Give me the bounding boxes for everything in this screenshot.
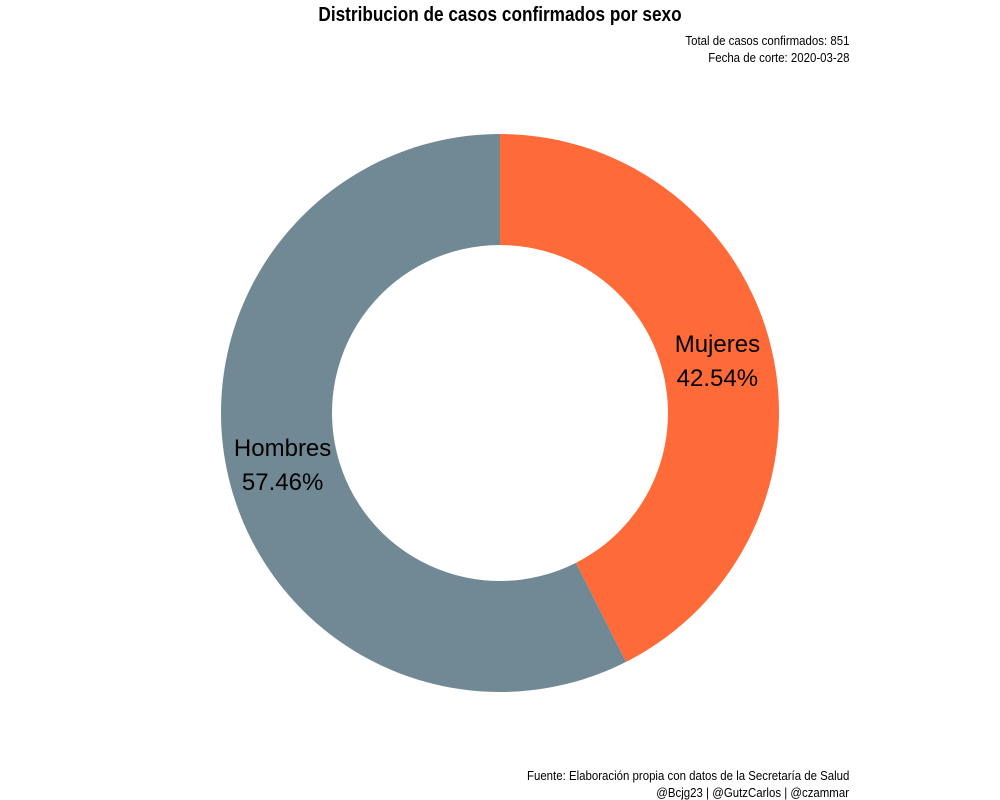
- slice-label-mujeres: Mujeres: [675, 331, 760, 358]
- slice-mujeres: [500, 134, 779, 662]
- slice-value-hombres: 57.46%: [242, 469, 323, 496]
- subtitle-cutoff-date: Fecha de corte: 2020-03-28: [707, 50, 849, 65]
- slice-hombres: [221, 134, 627, 692]
- slice-label-hombres: Hombres: [234, 435, 331, 462]
- caption-authors: @Bcjg23 | @GutzCarlos | @czammar: [656, 785, 849, 800]
- caption-source: Fuente: Elaboración propia con datos de …: [526, 768, 849, 783]
- slice-value-mujeres: 42.54%: [677, 365, 758, 392]
- subtitle-total-cases: Total de casos confirmados: 851: [684, 33, 849, 48]
- chart-title: Distribucion de casos confirmados por se…: [318, 4, 682, 26]
